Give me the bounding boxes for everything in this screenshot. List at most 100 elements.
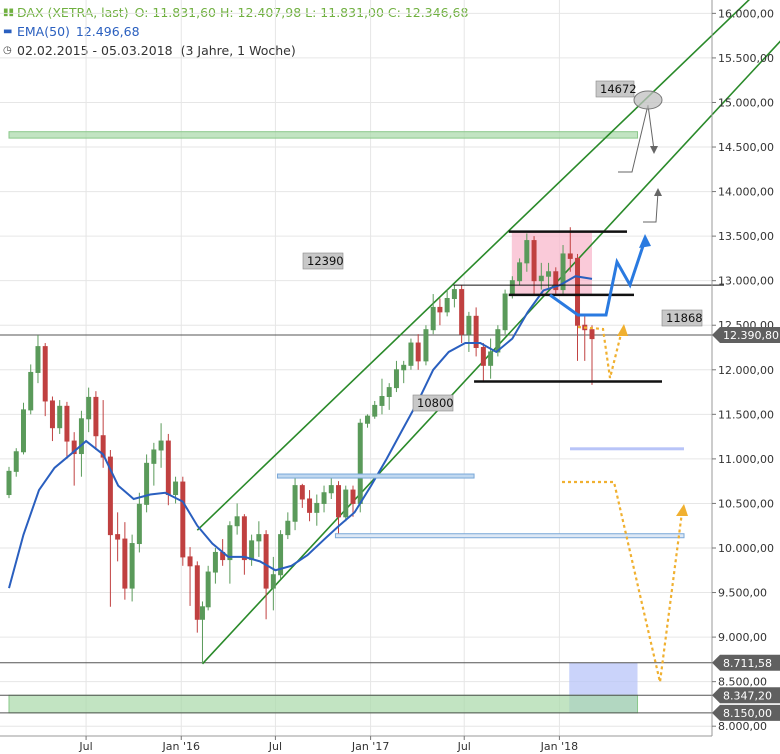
candle-body <box>444 297 450 313</box>
zone-green <box>8 694 639 714</box>
legend-ema-value: 12.496,68 <box>75 24 140 39</box>
candle-body <box>158 440 164 451</box>
candle-body <box>336 485 342 518</box>
candle-body <box>437 306 443 313</box>
price-tag-box <box>712 704 780 721</box>
candle-body <box>115 534 121 540</box>
price-tag-label: 8.347,20 <box>723 689 772 702</box>
candle-body <box>86 396 92 420</box>
scenario-arrow-orange-1 <box>577 325 624 379</box>
candle-body <box>531 240 537 282</box>
y-tick-label: 11.500,00 <box>718 408 774 421</box>
y-tick-label: 10.500,00 <box>718 497 774 510</box>
candle-body <box>227 525 233 561</box>
candle-body <box>194 565 200 620</box>
scenario-arrow-grey-2 <box>643 191 659 223</box>
target-bar-10150 <box>334 533 685 539</box>
candle-body <box>78 418 84 455</box>
candle-body <box>430 306 436 331</box>
annotation-label: 12390 <box>307 254 344 268</box>
candle-body <box>357 422 363 504</box>
y-tick-label: 14.000,00 <box>718 186 774 199</box>
candle-body <box>205 571 211 608</box>
candle-body <box>256 534 262 542</box>
candle-body <box>270 574 276 589</box>
x-tick-label: Jan '16 <box>162 740 200 753</box>
ema-line <box>8 275 593 589</box>
target-bar-10800 <box>276 473 475 479</box>
legend-symbol: DAX (XETRA, last) <box>17 5 129 20</box>
y-tick-label: 13.500,00 <box>718 230 774 243</box>
candle-body <box>589 329 595 340</box>
candle-body <box>343 489 349 518</box>
candle-body <box>473 315 479 349</box>
candle-body <box>393 369 399 389</box>
x-tick-label: Jan '17 <box>351 740 389 753</box>
candle-body <box>241 516 247 561</box>
candle-body <box>350 489 356 504</box>
candle-body <box>415 342 421 362</box>
y-tick-label: 8.500,00 <box>718 676 767 689</box>
channel-line-upper <box>196 0 750 531</box>
arrow-head-orange-2 <box>676 504 688 516</box>
y-tick-label: 11.000,00 <box>718 453 774 466</box>
legend-ema-label: EMA(50) <box>17 24 70 39</box>
candle-body <box>151 449 157 464</box>
candle-body <box>129 543 135 589</box>
candle-body <box>546 271 552 277</box>
price-tag-label: 12.390,80 <box>723 329 779 342</box>
y-tick-label: 9.500,00 <box>718 587 767 600</box>
candle-body <box>299 485 305 500</box>
candle-body <box>136 503 142 545</box>
y-tick-label: 8.000,00 <box>718 720 767 733</box>
candle-body <box>459 289 465 335</box>
candle-body <box>263 534 269 589</box>
candle-body <box>328 485 334 494</box>
chart-legend: ▮▮ DAX (XETRA, last) O: 11.831,60 H: 12.… <box>3 3 468 60</box>
scenario-arrow-orange-2 <box>562 480 684 683</box>
y-tick-label: 15.500,00 <box>718 52 774 65</box>
candle-body <box>42 346 48 402</box>
candle-body <box>144 462 150 505</box>
candle-body <box>364 415 370 424</box>
candle-body <box>560 253 566 291</box>
candle-body <box>509 280 515 295</box>
arrow-head-grey-1 <box>650 146 658 154</box>
candlestick-icon: ▮▮ <box>3 7 15 18</box>
legend-period: 02.02.2015 - 05.03.2018 <box>17 43 173 58</box>
price-tag-box <box>712 687 780 704</box>
candle-body <box>107 456 113 536</box>
candle-body <box>401 364 407 371</box>
price-tag-box <box>712 326 780 343</box>
candle-body <box>285 520 291 536</box>
candle-body <box>480 347 486 366</box>
candle-body <box>49 400 55 429</box>
scenario-arrow-grey-1 <box>618 104 655 173</box>
candle-body <box>575 257 581 326</box>
candle-body <box>199 606 205 620</box>
annotation-tag-box <box>302 252 344 270</box>
legend-ohlc: O: 11.831,60 H: 12.407,98 L: 11.831,00 C… <box>134 5 469 20</box>
price-tag-label: 8.711,58 <box>723 657 772 670</box>
candle-body <box>212 551 218 573</box>
candle-body <box>6 470 12 496</box>
candle-body <box>28 371 34 411</box>
annotation-label: 11868 <box>666 311 703 325</box>
candle-body <box>249 540 255 561</box>
candle-body <box>408 342 414 366</box>
legend-period-row: ◷ 02.02.2015 - 05.03.2018 (3 Jahre, 1 Wo… <box>3 41 468 60</box>
annotation-tag-box <box>412 394 454 412</box>
zone-green <box>8 131 639 139</box>
y-tick-label: 12.000,00 <box>718 364 774 377</box>
legend-ema-row: ▬ EMA(50) 12.496,68 <box>3 22 468 41</box>
legend-symbol-row: ▮▮ DAX (XETRA, last) O: 11.831,60 H: 12.… <box>3 3 468 22</box>
arrow-head-orange-1 <box>617 324 628 336</box>
candle-body <box>234 516 240 527</box>
candle-body <box>567 253 573 259</box>
candle-body <box>553 271 559 291</box>
x-tick-label: Jan '18 <box>540 740 578 753</box>
candle-body <box>488 351 494 366</box>
candle-body <box>180 481 186 558</box>
target-bar-11100 <box>570 447 684 451</box>
